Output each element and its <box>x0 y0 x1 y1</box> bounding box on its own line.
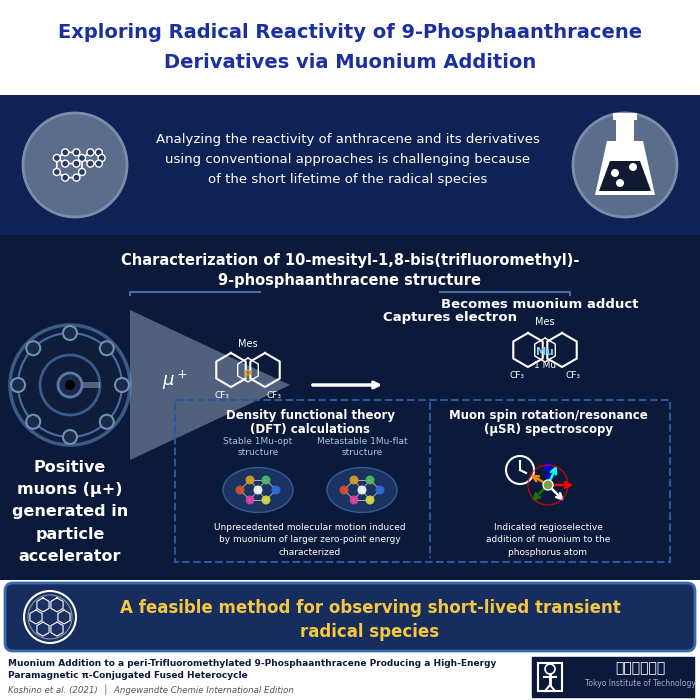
Text: Mes: Mes <box>536 317 555 327</box>
Text: Mu: Mu <box>536 347 554 357</box>
Text: Positive
muons (μ+)
generated in
particle
accelerator: Positive muons (μ+) generated in particl… <box>12 460 128 564</box>
Circle shape <box>24 591 76 643</box>
Text: Characterization of 10-mesityl-1,8-bis(trifluoromethyl)-: Characterization of 10-mesityl-1,8-bis(t… <box>121 253 579 267</box>
Text: CF₃: CF₃ <box>566 372 580 381</box>
Circle shape <box>365 475 375 484</box>
Circle shape <box>73 149 80 156</box>
Text: Captures electron: Captures electron <box>383 312 517 325</box>
Polygon shape <box>599 161 651 191</box>
Circle shape <box>78 155 85 162</box>
Text: 東京工業大学: 東京工業大学 <box>615 661 665 675</box>
Circle shape <box>63 326 77 340</box>
Text: Muon spin rotation/resonance: Muon spin rotation/resonance <box>449 409 648 421</box>
Circle shape <box>349 475 358 484</box>
Circle shape <box>65 380 75 390</box>
Text: 1 Mu: 1 Mu <box>534 361 556 370</box>
Circle shape <box>95 149 102 156</box>
Text: Koshino et al. (2021)  │  Angewandte Chemie International Edition: Koshino et al. (2021) │ Angewandte Chemi… <box>8 685 294 695</box>
Text: radical species: radical species <box>300 623 440 641</box>
Text: Muonium Addition to a peri-Trifluoromethylated 9-Phosphaanthracene Producing a H: Muonium Addition to a peri-Trifluorometh… <box>8 659 496 668</box>
Circle shape <box>62 160 69 167</box>
Circle shape <box>629 163 637 171</box>
Text: CF₃: CF₃ <box>214 391 230 400</box>
Bar <box>616 119 634 141</box>
Text: Unprecedented molecular motion induced
by muonium of larger zero-point energy
ch: Unprecedented molecular motion induced b… <box>214 523 406 557</box>
Circle shape <box>62 174 69 181</box>
Text: CF₃: CF₃ <box>267 391 281 400</box>
Circle shape <box>23 113 127 217</box>
Circle shape <box>73 160 80 167</box>
Text: (μSR) spectroscopy: (μSR) spectroscopy <box>484 424 612 437</box>
Bar <box>0 235 700 580</box>
Bar <box>538 663 562 691</box>
Circle shape <box>95 160 102 167</box>
Text: (DFT) calculations: (DFT) calculations <box>250 424 370 437</box>
Bar <box>65 382 100 388</box>
Circle shape <box>58 373 82 397</box>
Bar <box>0 95 700 235</box>
Circle shape <box>53 155 60 162</box>
Text: A feasible method for observing short-lived transient: A feasible method for observing short-li… <box>120 599 620 617</box>
Circle shape <box>375 486 384 494</box>
Bar <box>0 655 700 700</box>
Circle shape <box>262 475 270 484</box>
Circle shape <box>26 415 40 429</box>
Circle shape <box>11 378 25 392</box>
Circle shape <box>87 160 94 167</box>
FancyBboxPatch shape <box>5 583 695 651</box>
Circle shape <box>246 496 255 505</box>
Text: P: P <box>244 370 252 380</box>
Text: Indicated regioselective
addition of muonium to the
phosphorus atom: Indicated regioselective addition of muo… <box>486 523 610 557</box>
Text: Exploring Radical Reactivity of 9-Phosphaanthracene: Exploring Radical Reactivity of 9-Phosph… <box>58 22 642 41</box>
Bar <box>0 0 700 95</box>
Circle shape <box>53 169 60 176</box>
Ellipse shape <box>223 468 293 512</box>
Circle shape <box>100 341 114 355</box>
Circle shape <box>262 496 270 505</box>
Circle shape <box>543 480 553 490</box>
Circle shape <box>253 486 262 494</box>
Circle shape <box>115 378 129 392</box>
Circle shape <box>87 149 94 156</box>
Text: Tokyo Institute of Technology: Tokyo Institute of Technology <box>584 680 695 689</box>
Circle shape <box>31 121 119 209</box>
Text: Stable 1Mu-opt
structure: Stable 1Mu-opt structure <box>223 437 293 457</box>
Circle shape <box>349 496 358 505</box>
Circle shape <box>573 113 677 217</box>
Text: Derivatives via Muonium Addition: Derivatives via Muonium Addition <box>164 52 536 71</box>
Circle shape <box>246 475 255 484</box>
Circle shape <box>26 341 40 355</box>
Circle shape <box>98 155 105 162</box>
Bar <box>613 113 637 120</box>
Circle shape <box>358 486 367 494</box>
Ellipse shape <box>327 468 397 512</box>
Circle shape <box>100 415 114 429</box>
Text: 9-phosphaanthracene structure: 9-phosphaanthracene structure <box>218 272 482 288</box>
Bar <box>532 657 694 697</box>
Text: Metastable 1Mu-flat
structure: Metastable 1Mu-flat structure <box>316 437 407 457</box>
Text: CF₃: CF₃ <box>510 372 524 381</box>
Polygon shape <box>595 141 655 195</box>
Circle shape <box>272 486 281 494</box>
Circle shape <box>78 169 85 176</box>
Polygon shape <box>130 310 290 460</box>
Circle shape <box>340 486 349 494</box>
Circle shape <box>365 496 375 505</box>
Circle shape <box>10 325 130 445</box>
Text: Density functional theory: Density functional theory <box>225 409 395 421</box>
Text: $\mu^+$: $\mu^+$ <box>162 368 188 391</box>
Circle shape <box>62 149 69 156</box>
Circle shape <box>63 430 77 444</box>
Text: Mes: Mes <box>238 339 258 349</box>
Circle shape <box>73 174 80 181</box>
Circle shape <box>611 169 619 177</box>
Text: Analyzing the reactivity of anthracene and its derivatives
using conventional ap: Analyzing the reactivity of anthracene a… <box>156 134 540 186</box>
Text: Becomes muonium adduct: Becomes muonium adduct <box>441 298 638 312</box>
Text: Paramagnetic π-Conjugated Fused Heterocycle: Paramagnetic π-Conjugated Fused Heterocy… <box>8 671 248 680</box>
Circle shape <box>616 179 624 187</box>
Circle shape <box>235 486 244 494</box>
Bar <box>175 400 670 562</box>
